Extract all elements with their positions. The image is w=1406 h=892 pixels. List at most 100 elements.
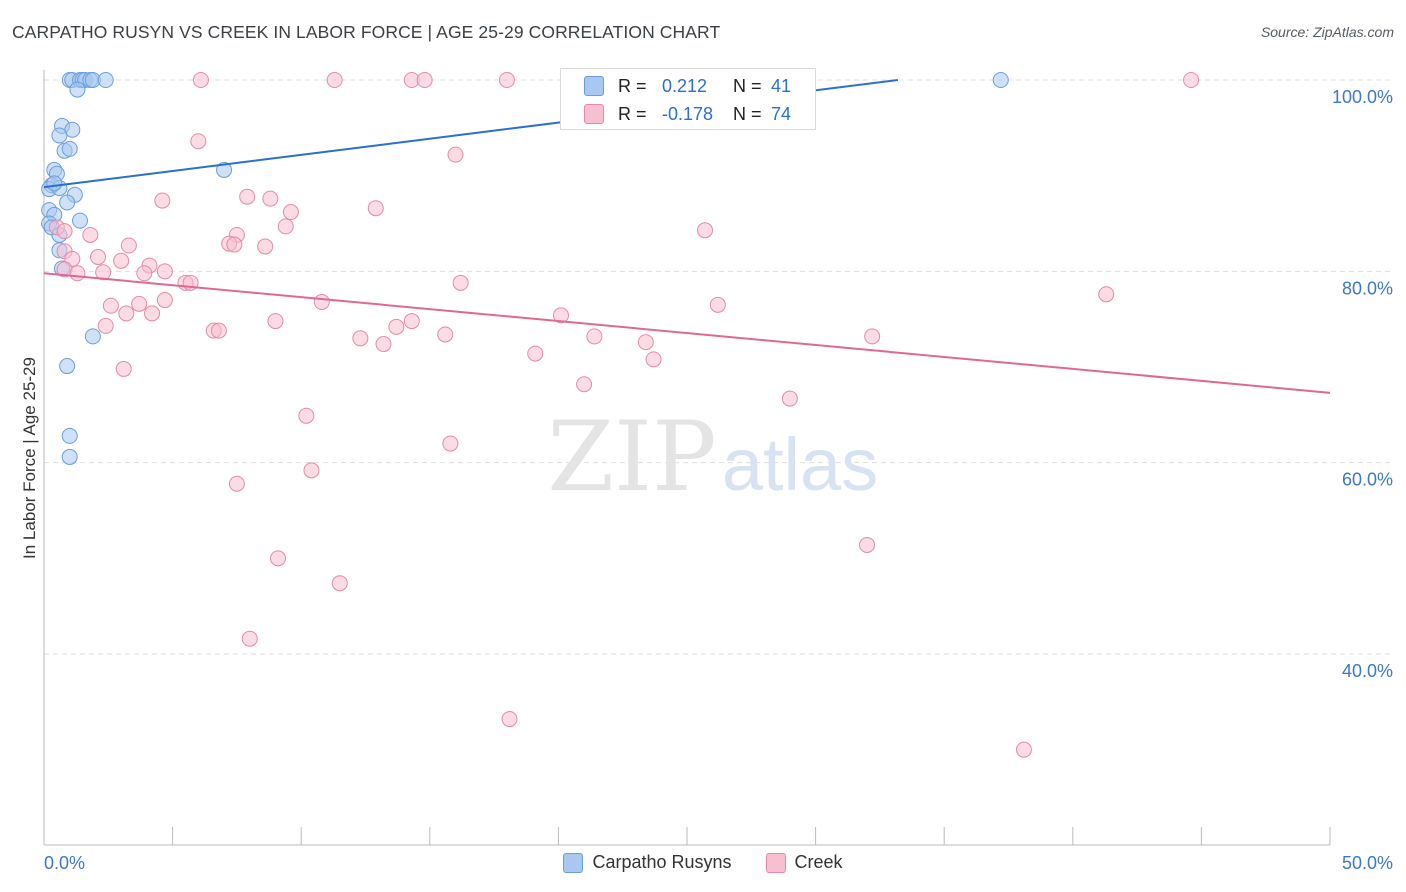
- creek-point: [113, 252, 130, 269]
- y-tick-label: 40.0%: [1342, 661, 1393, 681]
- creek-point: [267, 313, 284, 330]
- creek-point: [498, 72, 515, 88]
- creek-point: [97, 317, 114, 334]
- creek-point: [115, 360, 132, 377]
- creek-point: [228, 475, 245, 492]
- carpatho-point: [51, 127, 68, 144]
- creek-point: [277, 218, 294, 235]
- creek-point: [697, 222, 714, 239]
- watermark-atlas: atlas: [722, 423, 878, 506]
- x-tick-label: 0.0%: [44, 853, 85, 873]
- creek-point: [226, 236, 243, 253]
- creek-point: [586, 328, 603, 345]
- x-tick-label: 50.0%: [1342, 853, 1393, 873]
- creek-point: [576, 376, 593, 393]
- r-value: 0.212: [662, 75, 708, 96]
- creek-point: [282, 204, 299, 221]
- chart-title: CARPATHO RUSYN VS CREEK IN LABOR FORCE |…: [12, 22, 721, 42]
- creek-point: [90, 248, 107, 265]
- creek-point: [375, 336, 392, 353]
- r-label: R =: [618, 75, 647, 96]
- carpatho-point: [97, 72, 114, 88]
- data-points: [41, 72, 1200, 758]
- creek-point: [403, 313, 420, 330]
- creek-point: [82, 226, 99, 243]
- creek-point: [864, 328, 881, 345]
- creek-point: [416, 72, 433, 88]
- creek-point: [637, 334, 654, 351]
- legend-item-creek: Creek: [765, 852, 843, 873]
- tick-labels: 100.0% 80.0% 60.0% 40.0% 0.0% 50.0%: [44, 87, 1393, 873]
- creek-point: [270, 550, 287, 567]
- creek-point: [69, 265, 86, 282]
- creek-point: [367, 200, 384, 217]
- legend-swatch-creek: [765, 852, 786, 873]
- carpatho-point: [61, 140, 78, 157]
- n-label: N =: [733, 103, 762, 124]
- y-tick-label: 80.0%: [1342, 278, 1393, 298]
- grid-lines: [44, 79, 1392, 655]
- creek-point: [501, 711, 518, 728]
- creek-point: [552, 307, 569, 324]
- carpatho-point: [72, 212, 89, 229]
- creek-point: [156, 292, 173, 309]
- creek-point: [118, 305, 135, 322]
- creek-point: [192, 72, 209, 88]
- creek-point: [298, 407, 315, 424]
- y-axis-label: In Labor Force | Age 25-29: [20, 357, 39, 559]
- bottom-legend: Carpatho Rusyns Creek: [0, 852, 1406, 873]
- creek-point: [1183, 72, 1200, 88]
- carpatho-point: [69, 81, 86, 98]
- stats-swatch-carpatho: [584, 76, 604, 96]
- creek-point: [352, 330, 369, 347]
- creek-point: [527, 345, 544, 362]
- carpatho-point: [59, 358, 76, 375]
- creek-point: [156, 263, 173, 280]
- creek-point: [709, 296, 726, 313]
- legend-label-carpatho: Carpatho Rusyns: [592, 852, 732, 872]
- n-label: N =: [733, 75, 762, 96]
- creek-point: [1098, 286, 1115, 303]
- creek-point: [645, 351, 662, 368]
- carpatho-point: [992, 72, 1009, 88]
- r-value: -0.178: [662, 103, 714, 124]
- n-value: 41: [771, 75, 792, 96]
- creek-point: [56, 223, 73, 240]
- carpatho-point: [216, 161, 233, 178]
- creek-point: [442, 435, 459, 452]
- creek-point: [1015, 741, 1032, 758]
- creek-point: [190, 133, 207, 150]
- creek-point: [102, 297, 119, 314]
- y-tick-label: 100.0%: [1332, 87, 1393, 107]
- creek-point: [303, 462, 320, 479]
- creek-point: [452, 274, 469, 291]
- stats-swatch-creek: [584, 104, 604, 124]
- creek-point: [331, 575, 348, 592]
- creek-point: [388, 318, 405, 335]
- carpatho-point: [61, 448, 78, 465]
- carpatho-point: [59, 194, 76, 211]
- carpatho-point: [46, 175, 63, 192]
- creek-point: [95, 264, 112, 281]
- creek-point: [241, 630, 258, 647]
- y-tick-label: 60.0%: [1342, 470, 1393, 490]
- creek-point: [326, 72, 343, 88]
- carpatho-point: [84, 328, 101, 345]
- watermark-zip: ZIP: [547, 401, 716, 513]
- creek-point: [447, 146, 464, 163]
- carpatho-point: [61, 427, 78, 444]
- creek-point: [154, 192, 171, 209]
- legend-label-creek: Creek: [794, 852, 843, 872]
- creek-point: [120, 237, 137, 254]
- creek-point: [210, 322, 227, 339]
- creek-point: [781, 390, 798, 407]
- stats-legend-box: R = 0.212 N = 41 R = -0.178 N = 74: [560, 68, 816, 130]
- axes: [43, 70, 1331, 846]
- r-label: R =: [618, 103, 647, 124]
- creek-point: [262, 190, 279, 207]
- creek-point: [859, 536, 876, 553]
- creek-point: [239, 188, 256, 205]
- creek-point: [313, 293, 330, 310]
- source-label: Source: ZipAtlas.com: [1260, 24, 1394, 40]
